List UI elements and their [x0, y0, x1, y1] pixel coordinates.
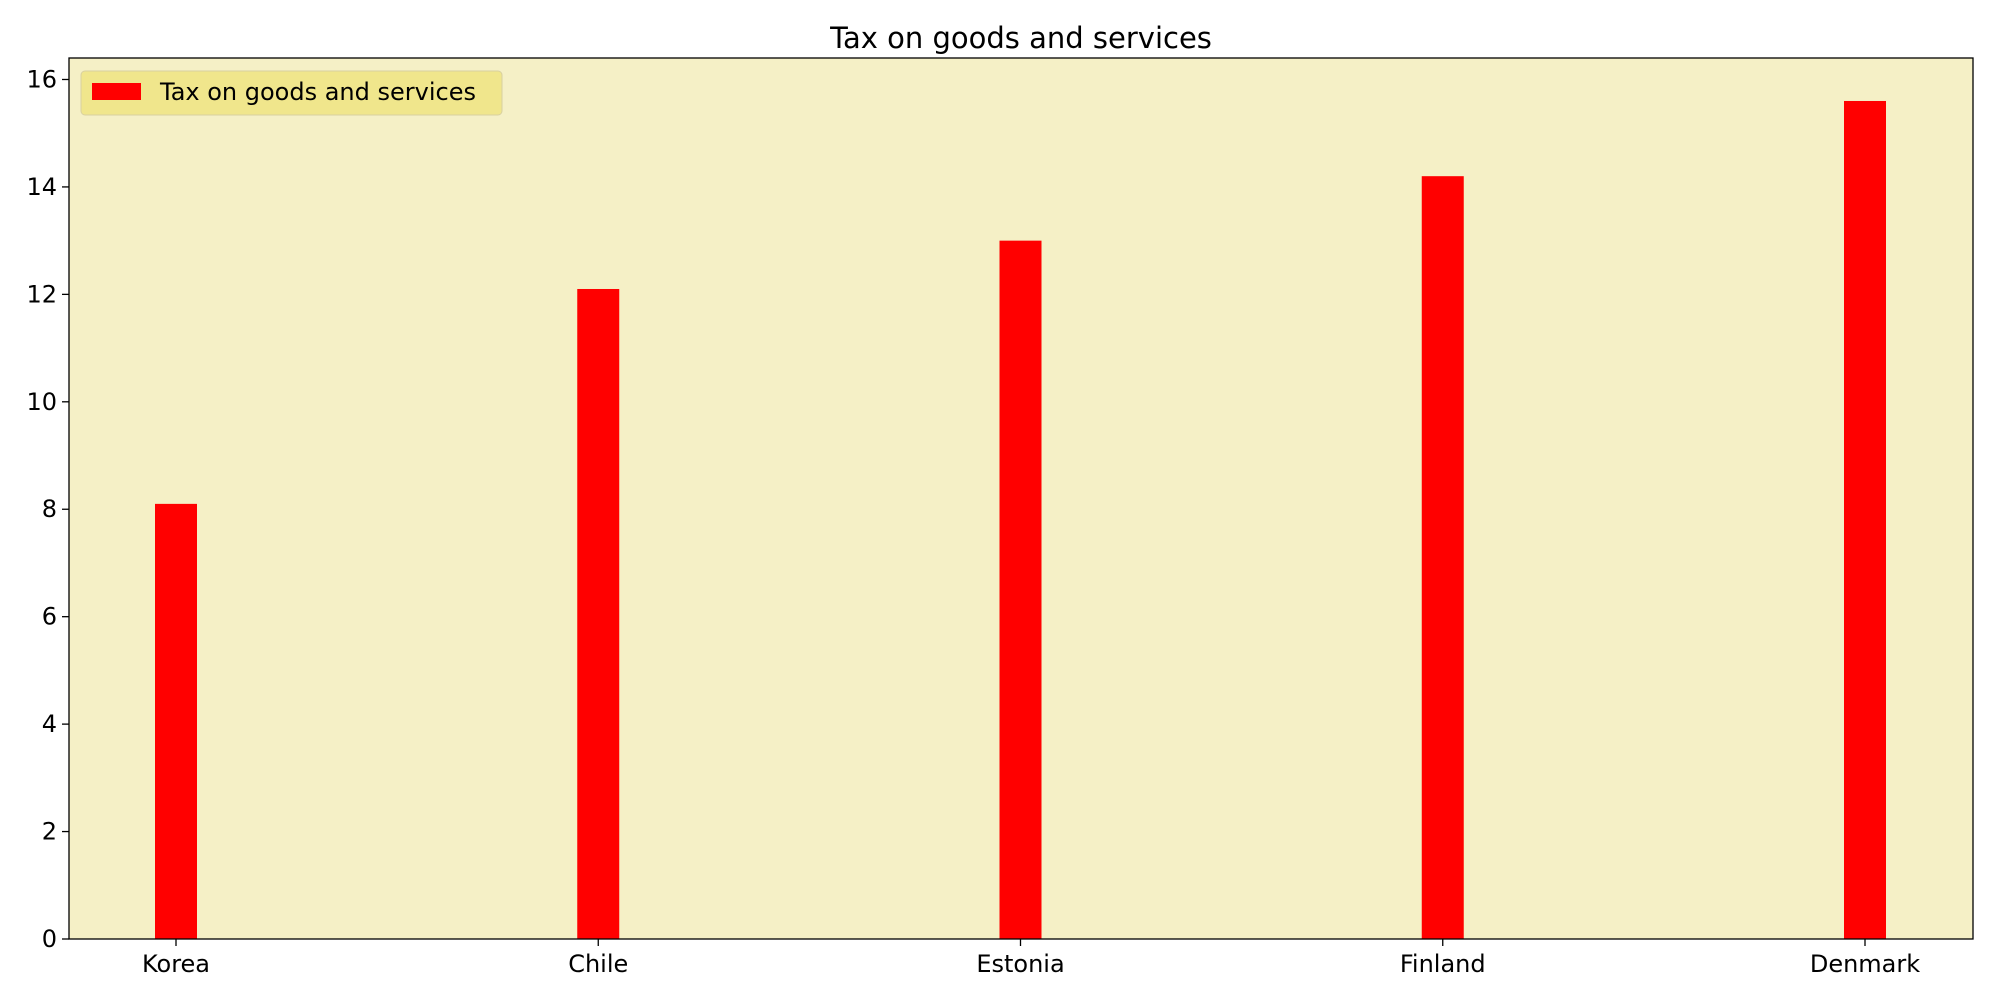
x-tick-label: Chile	[568, 950, 628, 978]
y-tick-label: 8	[42, 495, 57, 523]
y-tick-label: 4	[42, 710, 57, 738]
x-tick-label: Korea	[142, 950, 210, 978]
x-tick-label: Denmark	[1810, 950, 1920, 978]
bar-denmark	[1844, 100, 1886, 940]
y-tick-label: 2	[42, 818, 57, 846]
x-tick-label: Estonia	[976, 950, 1064, 978]
chart-title: Tax on goods and services	[829, 21, 1212, 55]
y-tick-label: 0	[42, 925, 57, 953]
legend-label: Tax on goods and services	[159, 78, 476, 106]
bars-group	[155, 100, 1886, 940]
bar-chile	[577, 288, 620, 939]
y-tick-label: 16	[26, 65, 57, 93]
bar-estonia	[999, 240, 1042, 939]
legend-swatch	[92, 83, 141, 100]
x-tick-label: Finland	[1400, 950, 1486, 978]
plot-frame	[68, 57, 1974, 940]
y-tick-label: 10	[26, 388, 57, 416]
y-axis: 0 2 4 6 8 10 12 14 16	[26, 65, 69, 953]
legend-box	[80, 70, 503, 116]
bar-korea	[155, 503, 197, 939]
y-tick-label: 14	[26, 173, 57, 201]
x-axis: Korea Chile Estonia Finland Denmark	[142, 939, 1920, 978]
bar-finland	[1421, 176, 1464, 939]
y-tick-label: 12	[26, 280, 57, 308]
legend: Tax on goods and services	[80, 70, 503, 116]
y-tick-label: 6	[42, 603, 57, 631]
